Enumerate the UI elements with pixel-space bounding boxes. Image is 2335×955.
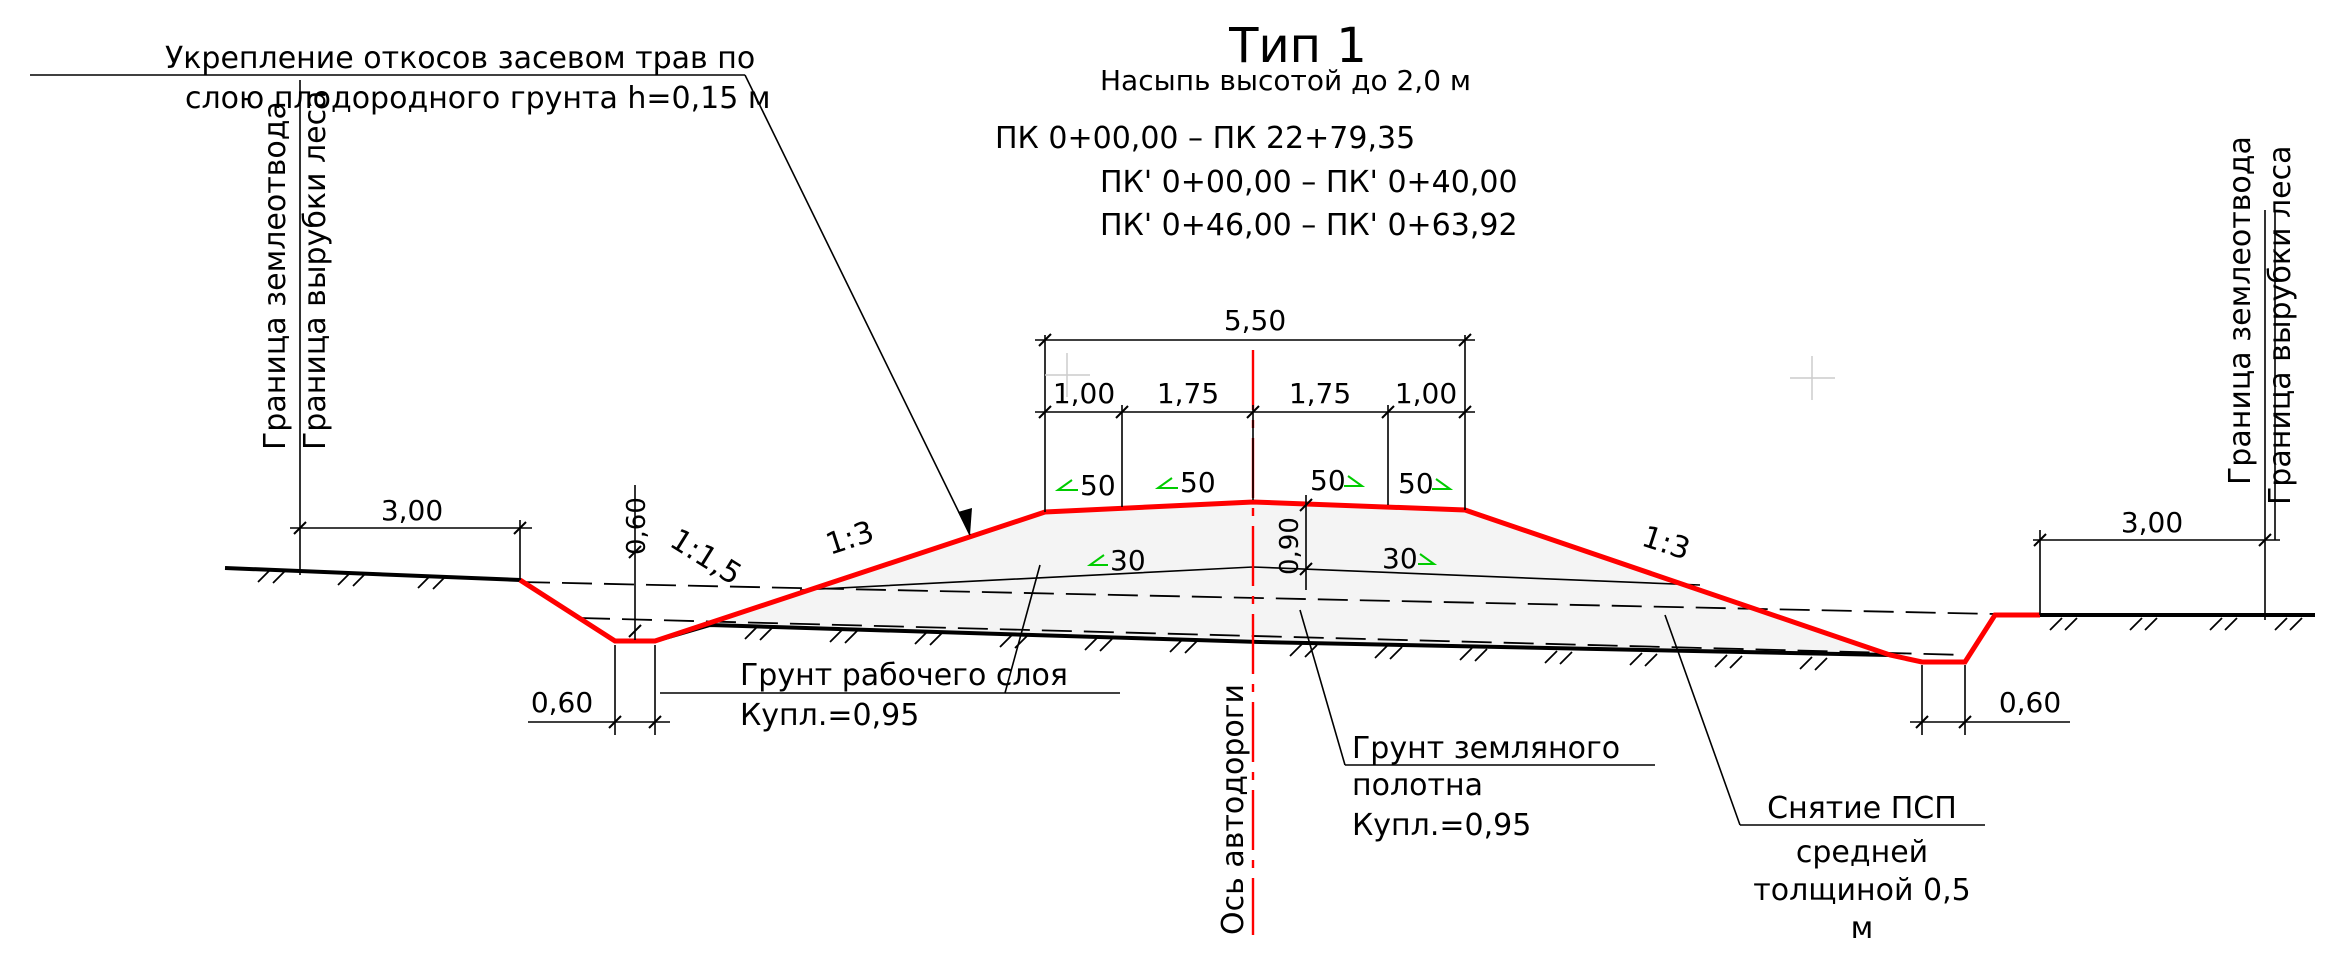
arrow-right-outer-icon	[1432, 478, 1454, 490]
working-layer-leader	[1004, 564, 1041, 694]
embankment-coef: Купл.=0,95	[1352, 808, 1531, 843]
slope-note-line1: Укрепление откосов засевом трав по	[165, 41, 755, 76]
ditch-depth-dimension	[628, 485, 642, 640]
slope-left-outer: 50	[1080, 469, 1116, 502]
dim-lane-left: 1,75	[1157, 377, 1219, 410]
station-range-1: ПК 0+00,00 – ПК 22+79,35	[995, 121, 1415, 156]
dim-height-center: 0,90	[1275, 517, 1305, 575]
dim-shoulder-left: 1,00	[1053, 377, 1115, 410]
slope-embankment-right: 1:3	[1638, 519, 1695, 567]
arrow-subgrade-left-icon	[1086, 554, 1108, 566]
topsoil-label-2: средней	[1796, 835, 1928, 870]
drawing-subtitle: Насыпь высотой до 2,0 м	[1100, 64, 1471, 97]
working-layer-label: Грунт рабочего слоя	[740, 658, 1068, 693]
slope-note-line2: слою плодородного грунта h=0,15 м	[185, 81, 771, 116]
dim-left-ditch-bottom: 0,60	[531, 686, 593, 719]
topsoil-label: Снятие ПСП	[1767, 791, 1957, 826]
right-boundary-clearing-label: Граница вырубки леса	[2263, 145, 2298, 505]
crosshair-marks	[1045, 353, 1835, 400]
top-dimensions	[1035, 333, 1475, 512]
right-boundary-land-label: Граница землеотвода	[2223, 136, 2258, 485]
right-berm-dimension	[2033, 530, 2280, 615]
slope-left-inner: 50	[1180, 466, 1216, 499]
slope-embankment-left: 1:3	[822, 514, 879, 562]
working-layer-coef: Купл.=0,95	[740, 698, 919, 733]
arrow-right-inner-icon	[1344, 475, 1366, 487]
embankment-label-2: полотна	[1352, 768, 1483, 803]
topsoil-removal-line	[519, 581, 2041, 616]
left-boundary-clearing-label: Граница вырубки леса	[298, 90, 333, 450]
arrow-left-outer-icon	[1054, 479, 1078, 491]
topsoil-leader	[1664, 614, 1741, 826]
right-ditch-bottom-dimension	[1910, 665, 2070, 735]
slope-right-inner: 50	[1310, 464, 1346, 497]
dim-ditch-depth: 0,60	[622, 497, 652, 555]
embankment-label: Грунт земляного	[1352, 731, 1620, 766]
arrow-left-inner-icon	[1154, 477, 1178, 489]
station-range-3: ПК' 0+46,00 – ПК' 0+63,92	[1100, 208, 1518, 243]
embankment-leader	[1299, 609, 1346, 766]
left-ditch-bottom-dimension	[528, 645, 670, 735]
slope-subgrade-left: 30	[1110, 544, 1146, 577]
road-axis-label: Ось автодороги	[1216, 684, 1251, 935]
dim-total-top: 5,50	[1224, 304, 1286, 337]
embankment-body	[710, 502, 1890, 655]
slope-right-outer: 50	[1398, 467, 1434, 500]
dim-shoulder-right: 1,00	[1395, 377, 1457, 410]
dim-right-ditch-bottom: 0,60	[1999, 686, 2061, 719]
dim-lane-right: 1,75	[1289, 377, 1351, 410]
dim-right-berm: 3,00	[2121, 506, 2183, 539]
slope-note-arrowhead	[958, 508, 972, 535]
slope-ditch-left: 1:1,5	[664, 522, 748, 592]
slope-subgrade-right: 30	[1382, 542, 1418, 575]
left-boundary-land-label: Граница землеотвода	[258, 101, 293, 450]
arrow-subgrade-right-icon	[1418, 553, 1438, 565]
topsoil-label-3: толщиной 0,5	[1753, 873, 1970, 908]
dim-left-berm: 3,00	[381, 494, 443, 527]
left-berm-dimension	[290, 520, 532, 580]
drawing-title: Тип 1	[1228, 18, 1367, 74]
ground-hatching	[257, 569, 2303, 671]
topsoil-label-4: м	[1851, 911, 1874, 946]
station-range-2: ПК' 0+00,00 – ПК' 0+40,00	[1100, 165, 1518, 200]
slope-note-leader	[744, 74, 971, 536]
topsoil-removal-line-lower	[579, 617, 1966, 656]
